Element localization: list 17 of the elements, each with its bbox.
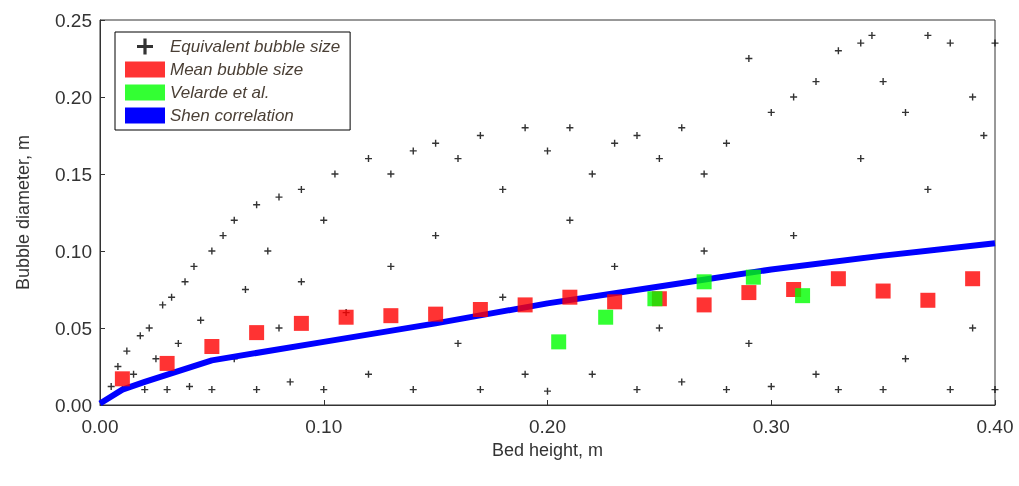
legend-label: Equivalent bubble size [170,37,341,56]
x-tick-label: 0.30 [752,416,790,437]
y-tick-label: 0.20 [55,86,92,108]
x-tick-label: 0.40 [976,416,1014,437]
x-tick-label: 0.20 [529,416,566,437]
x-axis-title: Bed height, m [491,440,604,460]
x-tick-label: 0.10 [305,416,343,437]
y-tick-label: 0.10 [55,240,92,262]
y-tick-label: 0.15 [55,163,92,185]
y-axis-title: Bubble diameter, m [13,134,33,291]
legend-label: Mean bubble size [170,60,304,79]
legend-label: Velarde et al. [170,83,270,102]
y-tick-label: 0.00 [55,394,92,416]
x-tick-label: 0.00 [81,416,119,437]
y-tick-label: 0.05 [55,317,92,339]
legend-label: Shen correlation [170,106,294,125]
y-tick-label: 0.25 [55,9,92,31]
